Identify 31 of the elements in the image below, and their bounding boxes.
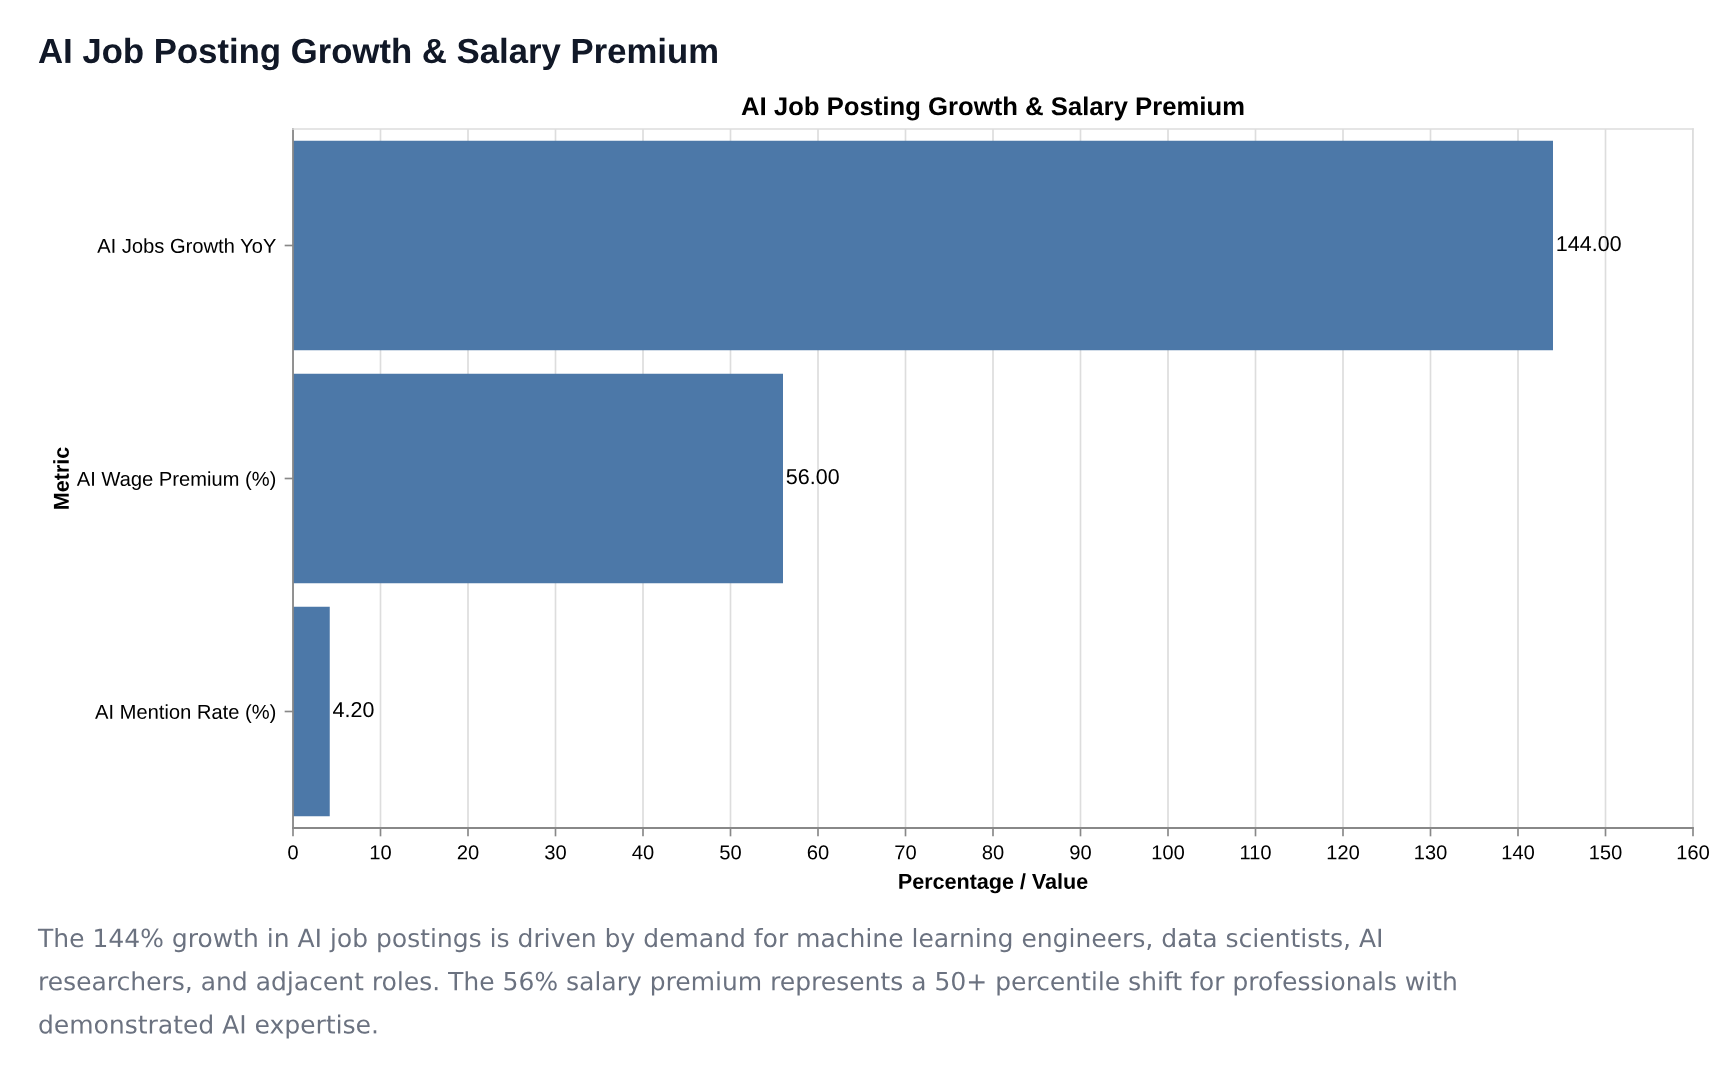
x-tick-label: 60 <box>807 845 829 860</box>
x-tick-label: 30 <box>545 845 566 860</box>
data-label: 144.00 <box>1557 236 1621 252</box>
bar <box>293 373 783 584</box>
data-label: 4.20 <box>333 702 374 718</box>
x-tick-label: 70 <box>895 845 916 860</box>
chart-subtitle: AI Job Posting Growth & Salary Premium <box>741 96 1244 121</box>
y-tick-label: AI Mention Rate (%) <box>95 704 276 723</box>
x-axis-title: Percentage / Value <box>899 873 1088 894</box>
x-tick-label: 80 <box>982 845 1004 860</box>
bar <box>293 606 330 817</box>
data-label: 56.00 <box>786 469 839 485</box>
x-tick-label: 140 <box>1502 845 1535 860</box>
x-tick-label: 50 <box>720 845 741 860</box>
x-tick-label: 110 <box>1240 845 1271 860</box>
x-tick-label: 130 <box>1415 845 1447 860</box>
y-tick-label: AI Jobs Growth YoY <box>97 238 276 253</box>
x-tick-label: 0 <box>288 845 298 860</box>
x-tick-label: 90 <box>1070 845 1091 860</box>
x-tick-label: 40 <box>632 845 654 860</box>
x-tick-label: 10 <box>370 845 391 860</box>
text: The 144% growth in AI job postings is driven by demand for machine learning engineers, data scientists, AI researchers, and adjacent roles. The 56% salary premium represents a 50+ percentile shift for professionals with demonstrated AI expertise. <box>37 928 1456 1039</box>
x-tick-label: 120 <box>1327 845 1360 860</box>
bar <box>293 140 1553 351</box>
x-tick-label: 20 <box>457 845 479 860</box>
x-tick-label: 150 <box>1590 845 1622 860</box>
chart-title: AI Job Posting Growth & Salary Premium <box>38 37 717 71</box>
y-tick-label: AI Wage Premium (%) <box>76 471 276 490</box>
y-axis-title: Metric <box>53 447 69 509</box>
x-tick-label: 100 <box>1152 845 1185 860</box>
x-tick-label: 160 <box>1677 845 1710 860</box>
